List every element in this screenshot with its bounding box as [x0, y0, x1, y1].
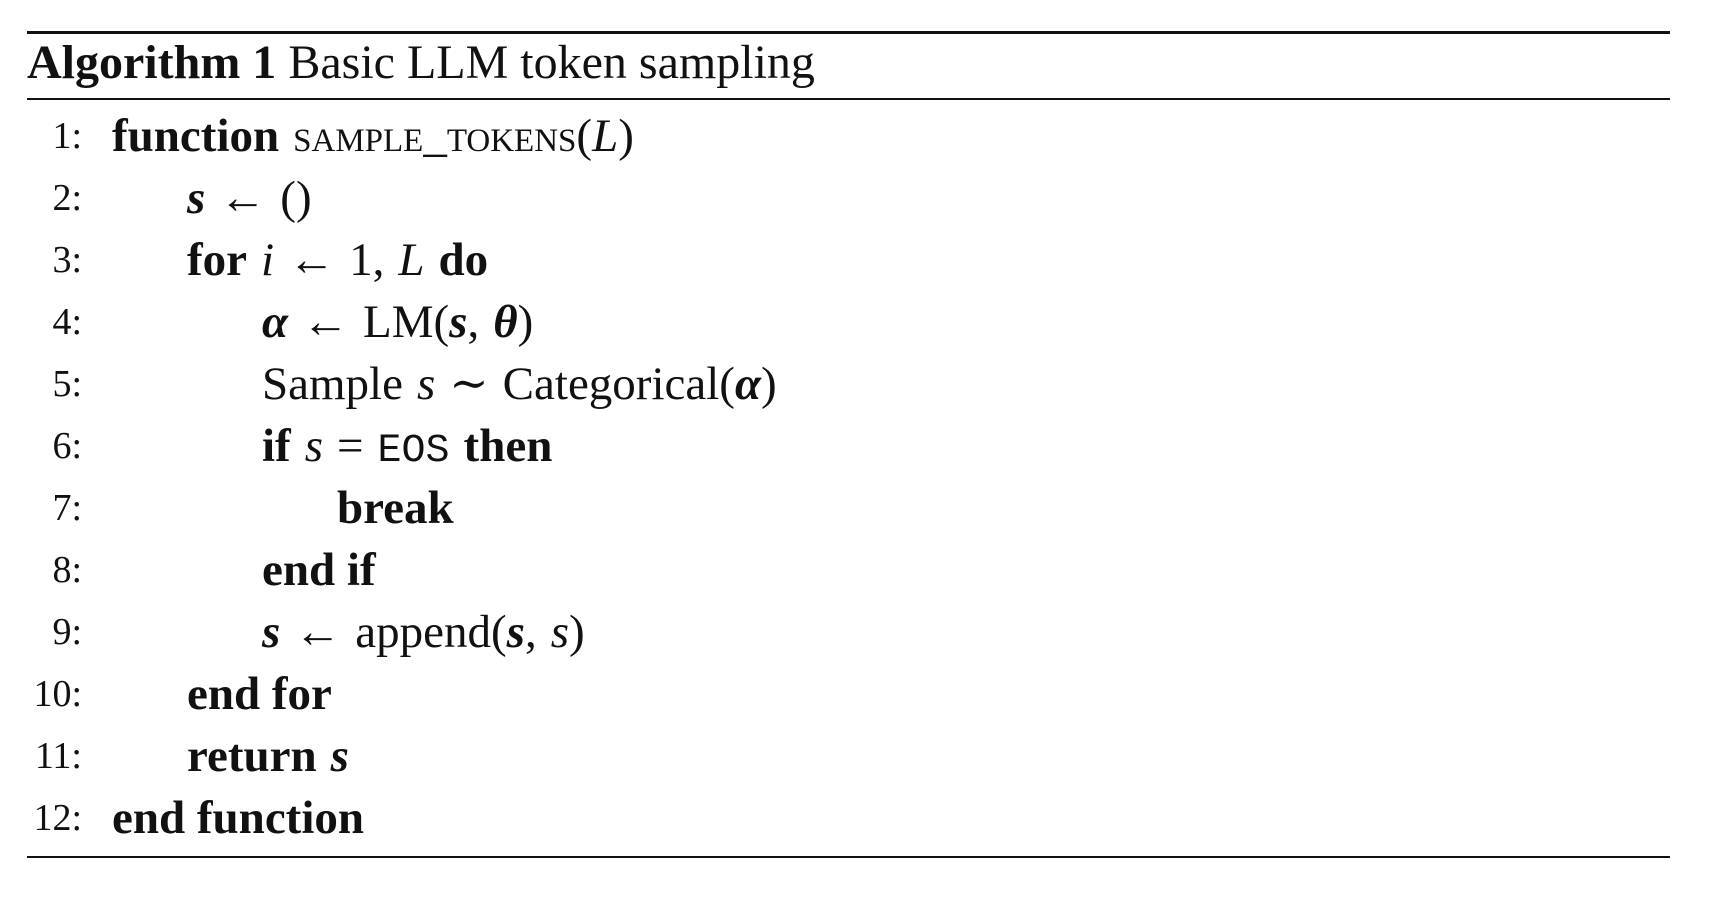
- algorithm-title: Basic LLM token sampling: [288, 36, 815, 89]
- code-line-7: 7: break: [27, 477, 1670, 539]
- keyword-end-for: end for: [187, 668, 332, 720]
- assign-arrow: ←: [288, 234, 336, 286]
- code-line-5: 5: Sample s ∼ Categorical(α): [27, 353, 1670, 415]
- code-line-11: 11: return s: [27, 725, 1670, 787]
- keyword-for: for: [187, 234, 248, 286]
- line-number: 11:: [34, 735, 82, 777]
- line-number: 7:: [52, 487, 82, 529]
- code-line-10: 10: end for: [27, 663, 1670, 725]
- keyword-if: if: [262, 420, 291, 472]
- line-number: 12:: [33, 797, 82, 839]
- keyword-end-if: end if: [262, 544, 376, 596]
- assign-arrow: ←: [302, 296, 350, 348]
- keyword-do: do: [438, 234, 489, 286]
- line-number: 6:: [52, 425, 82, 467]
- top-rule: [27, 31, 1670, 34]
- code-line-1: 1: function sample_tokens(L): [27, 105, 1670, 167]
- keyword-function: function: [112, 110, 280, 162]
- line-number: 4:: [52, 301, 82, 343]
- keyword-then: then: [463, 420, 553, 472]
- algorithm-label: Algorithm 1: [27, 36, 277, 89]
- code-line-4: 4: α ← LM(s, θ): [27, 291, 1670, 353]
- keyword-break: break: [337, 482, 454, 534]
- function-name: sample_tokens: [293, 110, 577, 162]
- line-number: 3:: [52, 239, 82, 281]
- keyword-end-function: end function: [112, 792, 365, 844]
- bottom-rule: [27, 856, 1670, 858]
- eos-token: EOS: [377, 429, 450, 474]
- assign-arrow: ←: [219, 172, 267, 224]
- alpha-var: α: [262, 296, 289, 348]
- algorithm-body: 1: function sample_tokens(L) 2: s ←() 3: f…: [27, 100, 1670, 856]
- algorithm-block: Algorithm 1 Basic LLM token sampling 1: …: [27, 31, 1670, 858]
- line-number: 10:: [33, 673, 82, 715]
- code-line-2: 2: s ←(): [27, 167, 1670, 229]
- line-number: 9:: [52, 611, 82, 653]
- algorithm-caption: Algorithm 1 Basic LLM token sampling: [27, 34, 1670, 92]
- code-line-9: 9: s ← append(s, s): [27, 601, 1670, 663]
- line-number: 1:: [52, 115, 82, 157]
- assign-arrow: ←: [294, 606, 342, 658]
- code-line-12: 12: end function: [27, 787, 1670, 849]
- code-line-6: 6: if s = EOS then: [27, 415, 1670, 477]
- argument-L: L: [592, 110, 619, 162]
- caption-rule: [27, 98, 1670, 100]
- line-number: 5:: [52, 363, 82, 405]
- sequence-var: s: [187, 172, 206, 224]
- keyword-return: return: [187, 730, 317, 782]
- line-number: 8:: [52, 549, 82, 591]
- line-number: 2:: [52, 177, 82, 219]
- code-line-8: 8: end if: [27, 539, 1670, 601]
